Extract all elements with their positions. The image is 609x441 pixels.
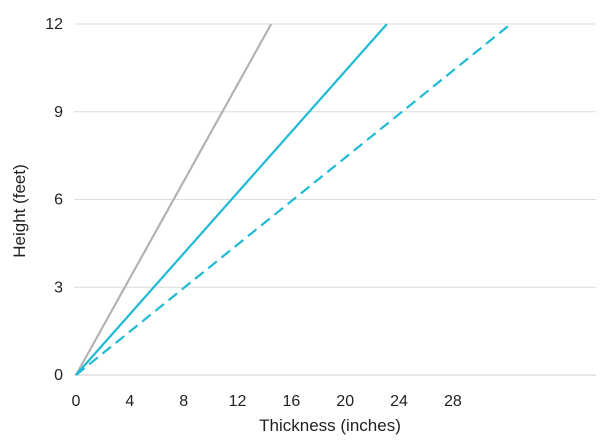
- x-tick-labels: 0 4 8 12 16 20 24 28: [72, 393, 462, 410]
- x-tick-label-0: 0: [72, 393, 81, 410]
- y-tick-label-3: 3: [54, 279, 63, 296]
- y-tick-labels: 0 3 6 9 12: [45, 16, 63, 384]
- x-tick-label-24: 24: [390, 393, 408, 410]
- y-axis-title: Height (feet): [10, 164, 29, 258]
- series-line-1: [75, 23, 273, 376]
- x-tick-label-12: 12: [229, 393, 247, 410]
- y-tick-label-9: 9: [54, 104, 63, 121]
- x-tick-label-16: 16: [282, 393, 300, 410]
- x-tick-label-4: 4: [125, 393, 134, 410]
- x-tick-label-8: 8: [179, 393, 188, 410]
- y-tick-label-6: 6: [54, 192, 63, 209]
- series-line-2: [75, 23, 388, 376]
- y-tick-label-0: 0: [54, 367, 63, 384]
- series-line-3: [75, 23, 512, 376]
- x-axis-title: Thickness (inches): [259, 416, 401, 435]
- series-lines: [75, 23, 512, 376]
- y-tick-label-12: 12: [45, 16, 63, 33]
- x-tick-label-20: 20: [336, 393, 354, 410]
- grid-lines: [74, 23, 596, 376]
- x-tick-label-28: 28: [444, 393, 462, 410]
